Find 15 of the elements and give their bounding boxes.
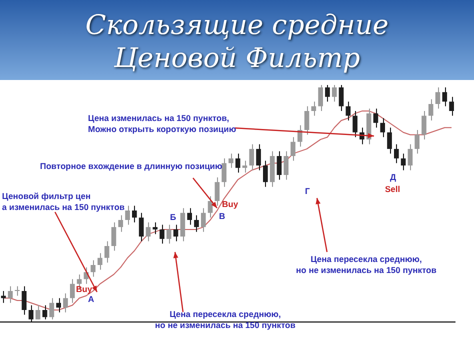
annotation: Г — [305, 186, 310, 197]
annotation: Цена пересекла среднюю, но не изменилась на 150 пунктов — [155, 309, 296, 331]
annotation: Ценовой фильтр цен а изменилась на 150 пунктов — [2, 191, 125, 213]
annotation: Цена пересекла среднюю, но не изменилась на 150 пунктов — [296, 254, 436, 276]
annotation: Д — [390, 172, 396, 183]
annotation: Цена изменилась на 150 пунктов, Можно открыть короткую позицию — [88, 113, 236, 135]
annotation: Buy — [222, 199, 238, 210]
annotation: В — [219, 211, 226, 222]
chart-title: Скользящие средние — [84, 10, 390, 41]
annotation: A — [88, 294, 94, 305]
annotation: Buy — [76, 284, 92, 295]
annotation: Sell — [385, 184, 400, 195]
annotation: Б — [170, 212, 176, 223]
chart-subtitle: Ценовой Фильтр — [112, 43, 362, 74]
annotation: Повторное вхождение в длинную позицию — [40, 161, 222, 172]
